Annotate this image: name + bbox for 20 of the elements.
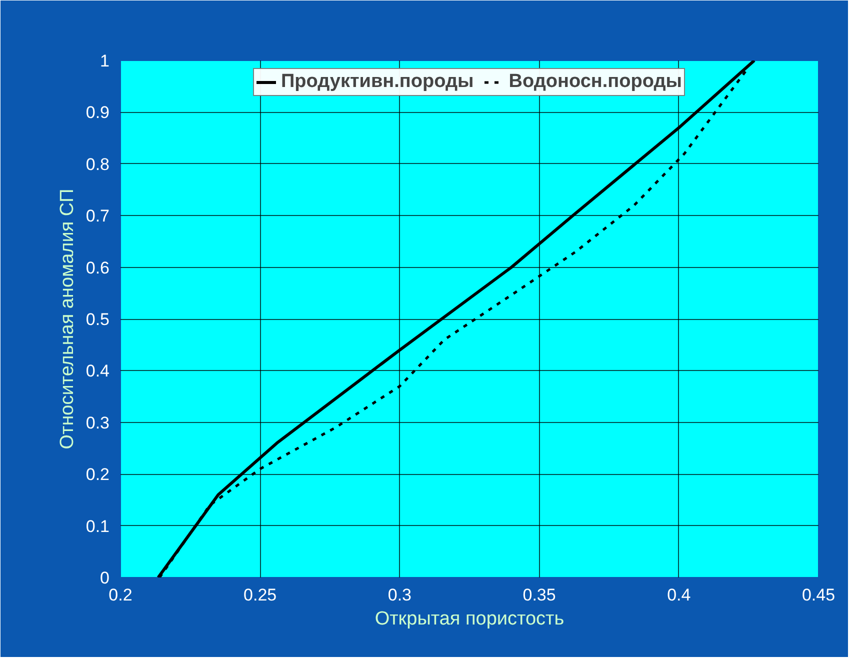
y-tick-label: 1 bbox=[100, 52, 110, 70]
x-axis-title: Открытая пористость bbox=[374, 608, 564, 630]
legend-label: Продуктивн.породы bbox=[281, 71, 474, 93]
x-tick-label: 0.35 bbox=[522, 586, 556, 604]
y-tick-label: 0.6 bbox=[86, 258, 110, 278]
y-tick-label: 0.4 bbox=[86, 362, 110, 381]
y-tick-label: 0.9 bbox=[86, 103, 110, 122]
y-tick-label: 0.1 bbox=[86, 516, 110, 536]
y-axis-title: Относительная аномалия СП bbox=[56, 188, 78, 450]
y-tick-label: 0.3 bbox=[86, 413, 110, 432]
y-tick-label: 0.5 bbox=[86, 310, 110, 329]
y-tick-label: 0.7 bbox=[86, 206, 110, 226]
x-tick-label: 0.25 bbox=[244, 586, 277, 604]
y-tick-label: 0.8 bbox=[86, 154, 110, 174]
x-tick-label: 0.45 bbox=[802, 586, 836, 604]
x-tick-label: 0.4 bbox=[667, 586, 691, 604]
legend-label: Водоносн.породы bbox=[508, 71, 682, 93]
y-tick-label: 0 bbox=[100, 568, 110, 588]
x-tick-label: 0.3 bbox=[388, 586, 412, 604]
y-tick-label: 0.2 bbox=[86, 465, 110, 484]
